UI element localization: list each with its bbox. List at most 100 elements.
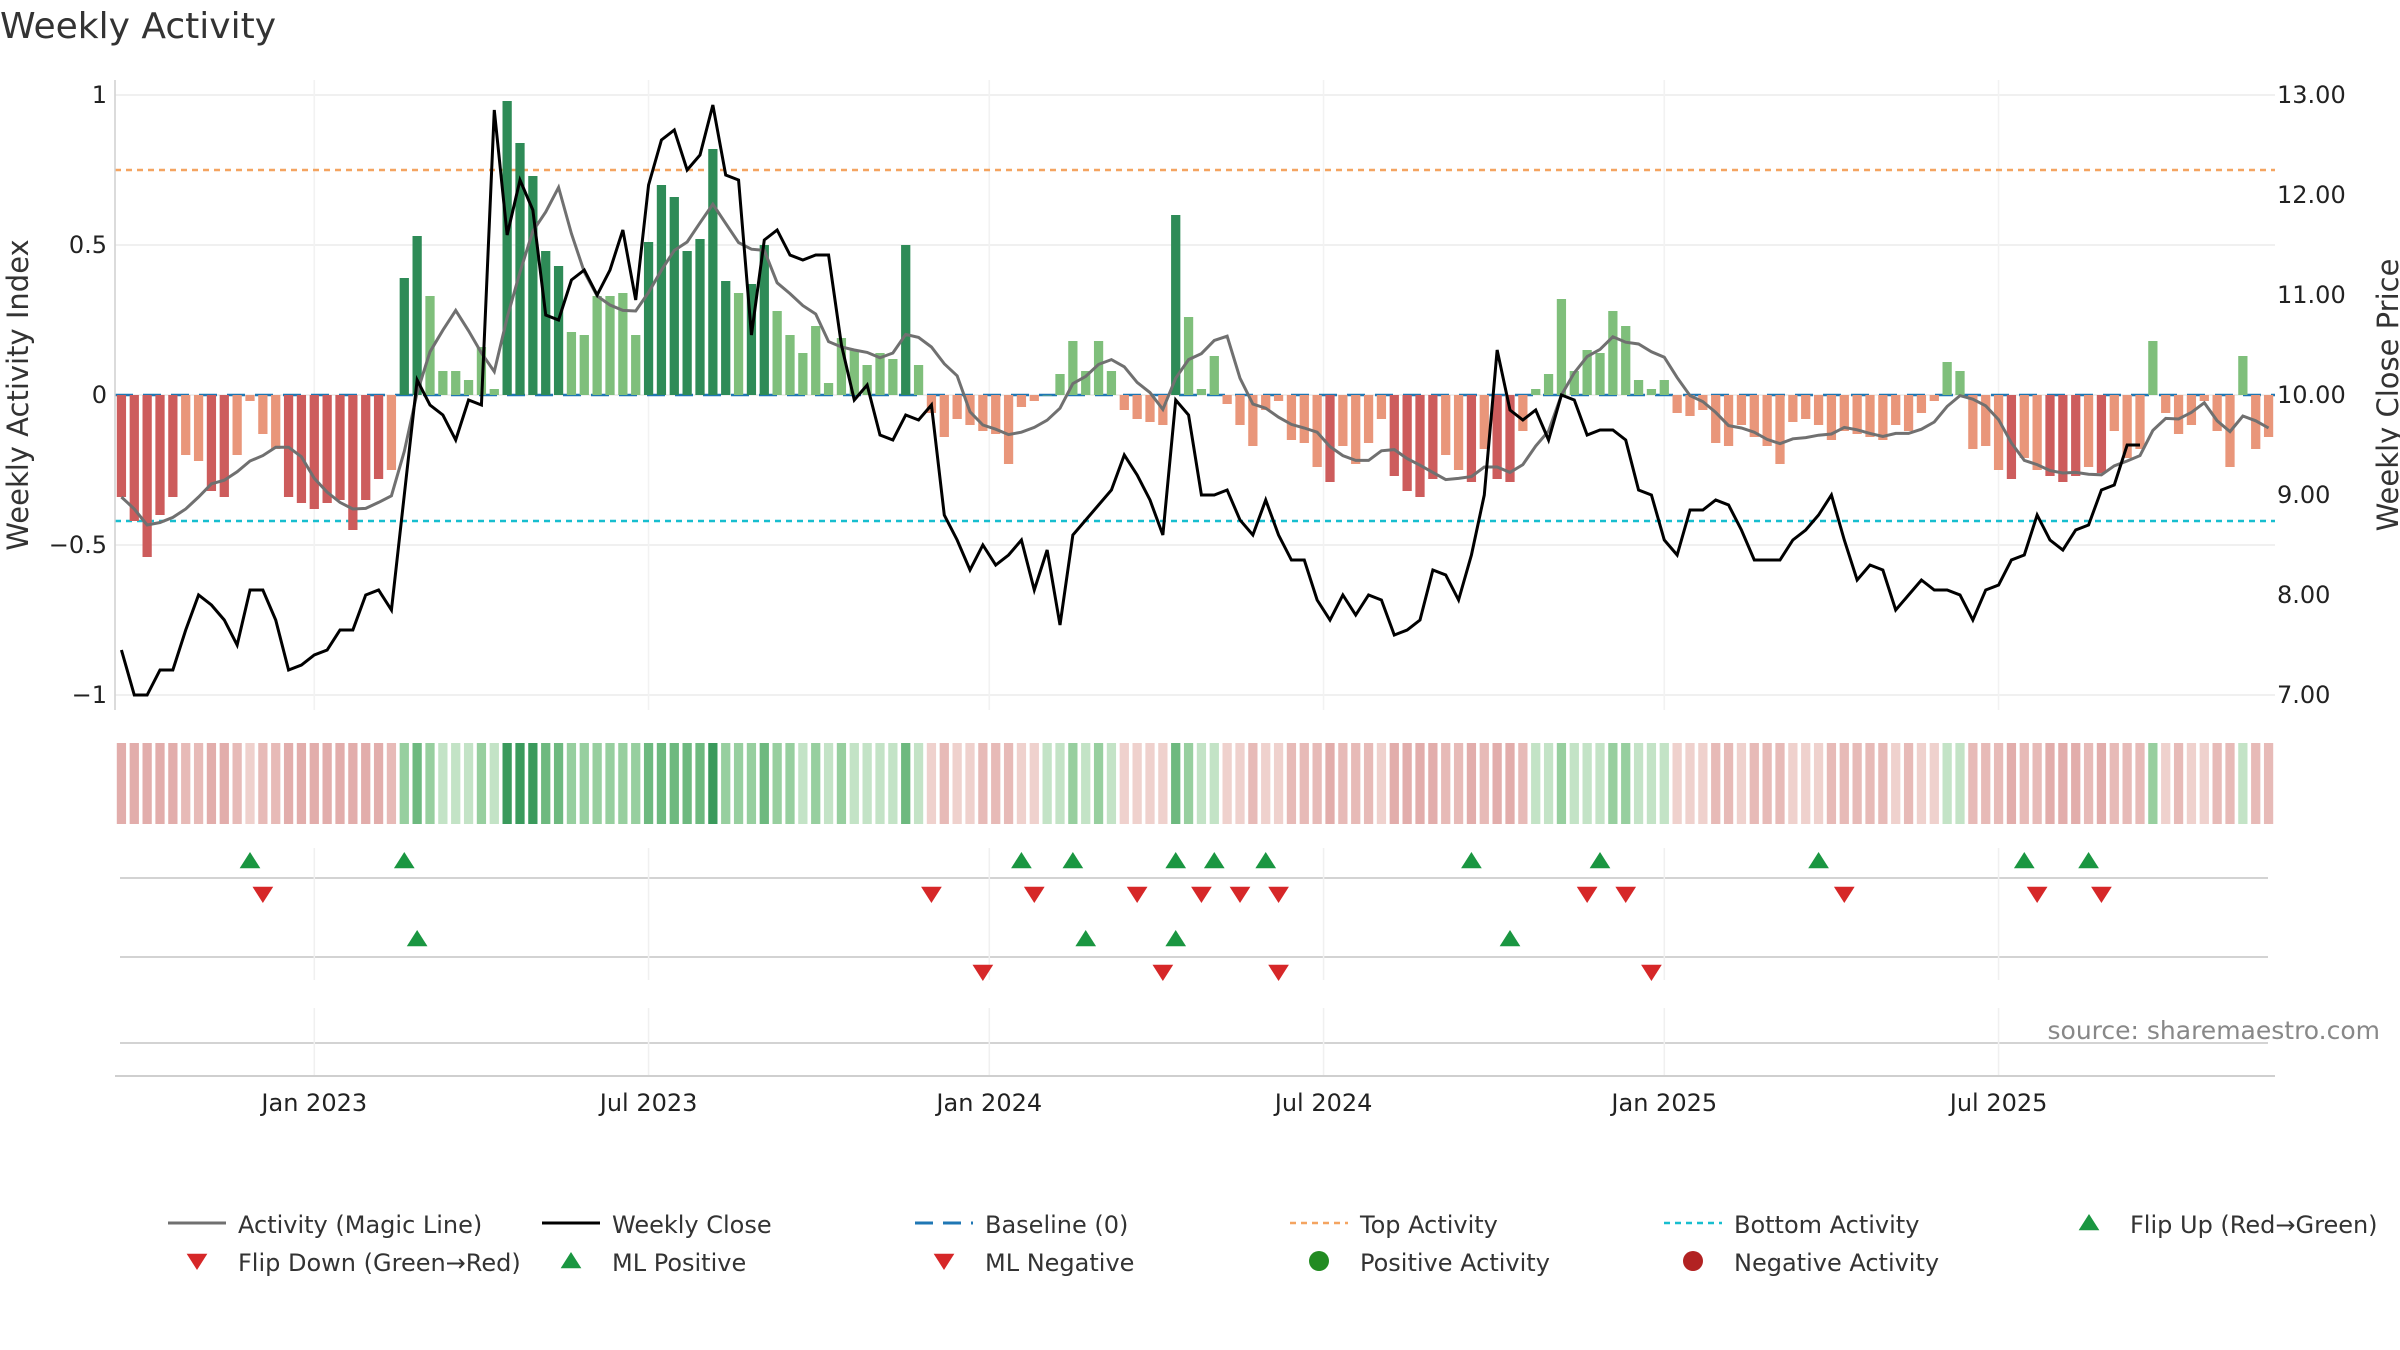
strip-cell [425, 743, 435, 824]
flip-down-marker [1126, 886, 1148, 903]
activity-bar [849, 350, 859, 395]
strip-cell [1441, 743, 1451, 824]
legend-swatch [560, 1252, 582, 1269]
activity-bar [1813, 395, 1824, 425]
activity-bar [1003, 395, 1014, 464]
y2-tick-label: 8.00 [2277, 581, 2330, 609]
flip-up-marker [239, 852, 261, 869]
strip-cell [1659, 743, 1669, 824]
flip-down-marker [252, 886, 274, 903]
legend: Activity (Magic Line) Weekly Close Baselin… [168, 1211, 2378, 1277]
ml-positive-marker [1075, 930, 1097, 947]
strip-cell [1273, 743, 1284, 824]
activity-bar [1389, 395, 1399, 476]
strip-cell [669, 743, 679, 824]
strip-cell [2186, 743, 2197, 824]
strip-cell [1415, 743, 1425, 824]
activity-bar [1222, 395, 1232, 404]
strip-cell [1878, 743, 1888, 824]
strip-cell [1363, 743, 1374, 824]
legend-swatch [1309, 1251, 1329, 1271]
strip-cell [245, 743, 255, 824]
strip-cell [836, 743, 847, 824]
activity-bar [502, 101, 512, 395]
ml-positive-marker [406, 930, 428, 947]
y2-tick-label: 9.00 [2277, 481, 2330, 509]
strip-cell [258, 743, 268, 824]
activity-bar [1068, 341, 1078, 395]
y2-tick-label: 10.00 [2277, 381, 2346, 409]
strip-cell [1801, 743, 1811, 824]
strip-cell [1466, 743, 1477, 824]
strip-cell [489, 743, 499, 824]
strip-cell [2135, 743, 2145, 824]
strip-cell [1158, 743, 1168, 824]
strip-cell [1839, 743, 1849, 824]
strip-cell [1942, 743, 1952, 824]
strip-cell [1698, 743, 1708, 824]
activity-bar [759, 245, 769, 395]
activity-bar [566, 332, 577, 395]
activity-bar [2122, 395, 2132, 458]
activity-bar [1582, 350, 1592, 395]
strip-cell [785, 743, 795, 824]
activity-bar [2135, 395, 2145, 449]
activity-bar [438, 371, 448, 395]
strip-cell [271, 743, 281, 824]
activity-bar [785, 335, 795, 395]
activity-bar [579, 335, 589, 395]
activity-bar [2109, 395, 2119, 431]
activity-bar [1016, 395, 1027, 407]
strip-cell [1813, 743, 1824, 824]
strip-cell [373, 743, 384, 824]
strip-cell [168, 743, 178, 824]
activity-bar [1955, 371, 1965, 395]
activity-bar [2058, 395, 2068, 482]
legend-label: Top Activity [1359, 1211, 1498, 1239]
strip-cell [1672, 743, 1682, 824]
activity-bar [1325, 395, 1335, 482]
ml-negative-marker [1152, 964, 1174, 981]
activity-bar [322, 395, 332, 503]
flip-up-marker [1461, 852, 1482, 869]
legend-label: Weekly Close [612, 1211, 772, 1239]
activity-bar [939, 395, 949, 437]
activity-bar [978, 395, 988, 431]
flip-down-marker [2091, 886, 2112, 903]
strip-cell [2019, 743, 2029, 824]
strip-cell [708, 743, 718, 824]
activity-bar [811, 326, 821, 395]
activity-bar [1196, 389, 1207, 395]
strip-cell [643, 743, 654, 824]
strip-cell [1183, 743, 1194, 824]
activity-bar [1839, 395, 1849, 431]
strip-cell [1248, 743, 1258, 824]
strip-cell [849, 743, 859, 824]
activity-bar [1299, 395, 1309, 443]
activity-bar [1402, 395, 1412, 491]
strip-cell [1402, 743, 1412, 824]
legend-item-mlpos: ML Positive [560, 1249, 746, 1277]
y2-tick-label: 7.00 [2277, 681, 2330, 709]
activity-bar [1775, 395, 1785, 464]
activity-bar [1428, 395, 1438, 479]
flip-down-marker [1576, 886, 1598, 903]
activity-bar [335, 395, 345, 500]
strip-cell [283, 743, 294, 824]
activity-bar [2212, 395, 2222, 431]
activity-bar [116, 395, 127, 497]
activity-bar [798, 353, 808, 395]
activity-bar [1479, 395, 1489, 449]
legend-label: Bottom Activity [1734, 1211, 1919, 1239]
strip-cell [1171, 743, 1181, 824]
activity-bar [1981, 395, 1991, 446]
activity-bar [1261, 395, 1271, 410]
activity-bar [631, 335, 641, 395]
strip-cell [2173, 743, 2184, 824]
legend-item-close: Weekly Close [542, 1211, 772, 1239]
strip-cell [1068, 743, 1078, 824]
legend-label: ML Positive [612, 1249, 746, 1277]
activity-bar [643, 242, 654, 395]
activity-bar [1852, 395, 1862, 434]
